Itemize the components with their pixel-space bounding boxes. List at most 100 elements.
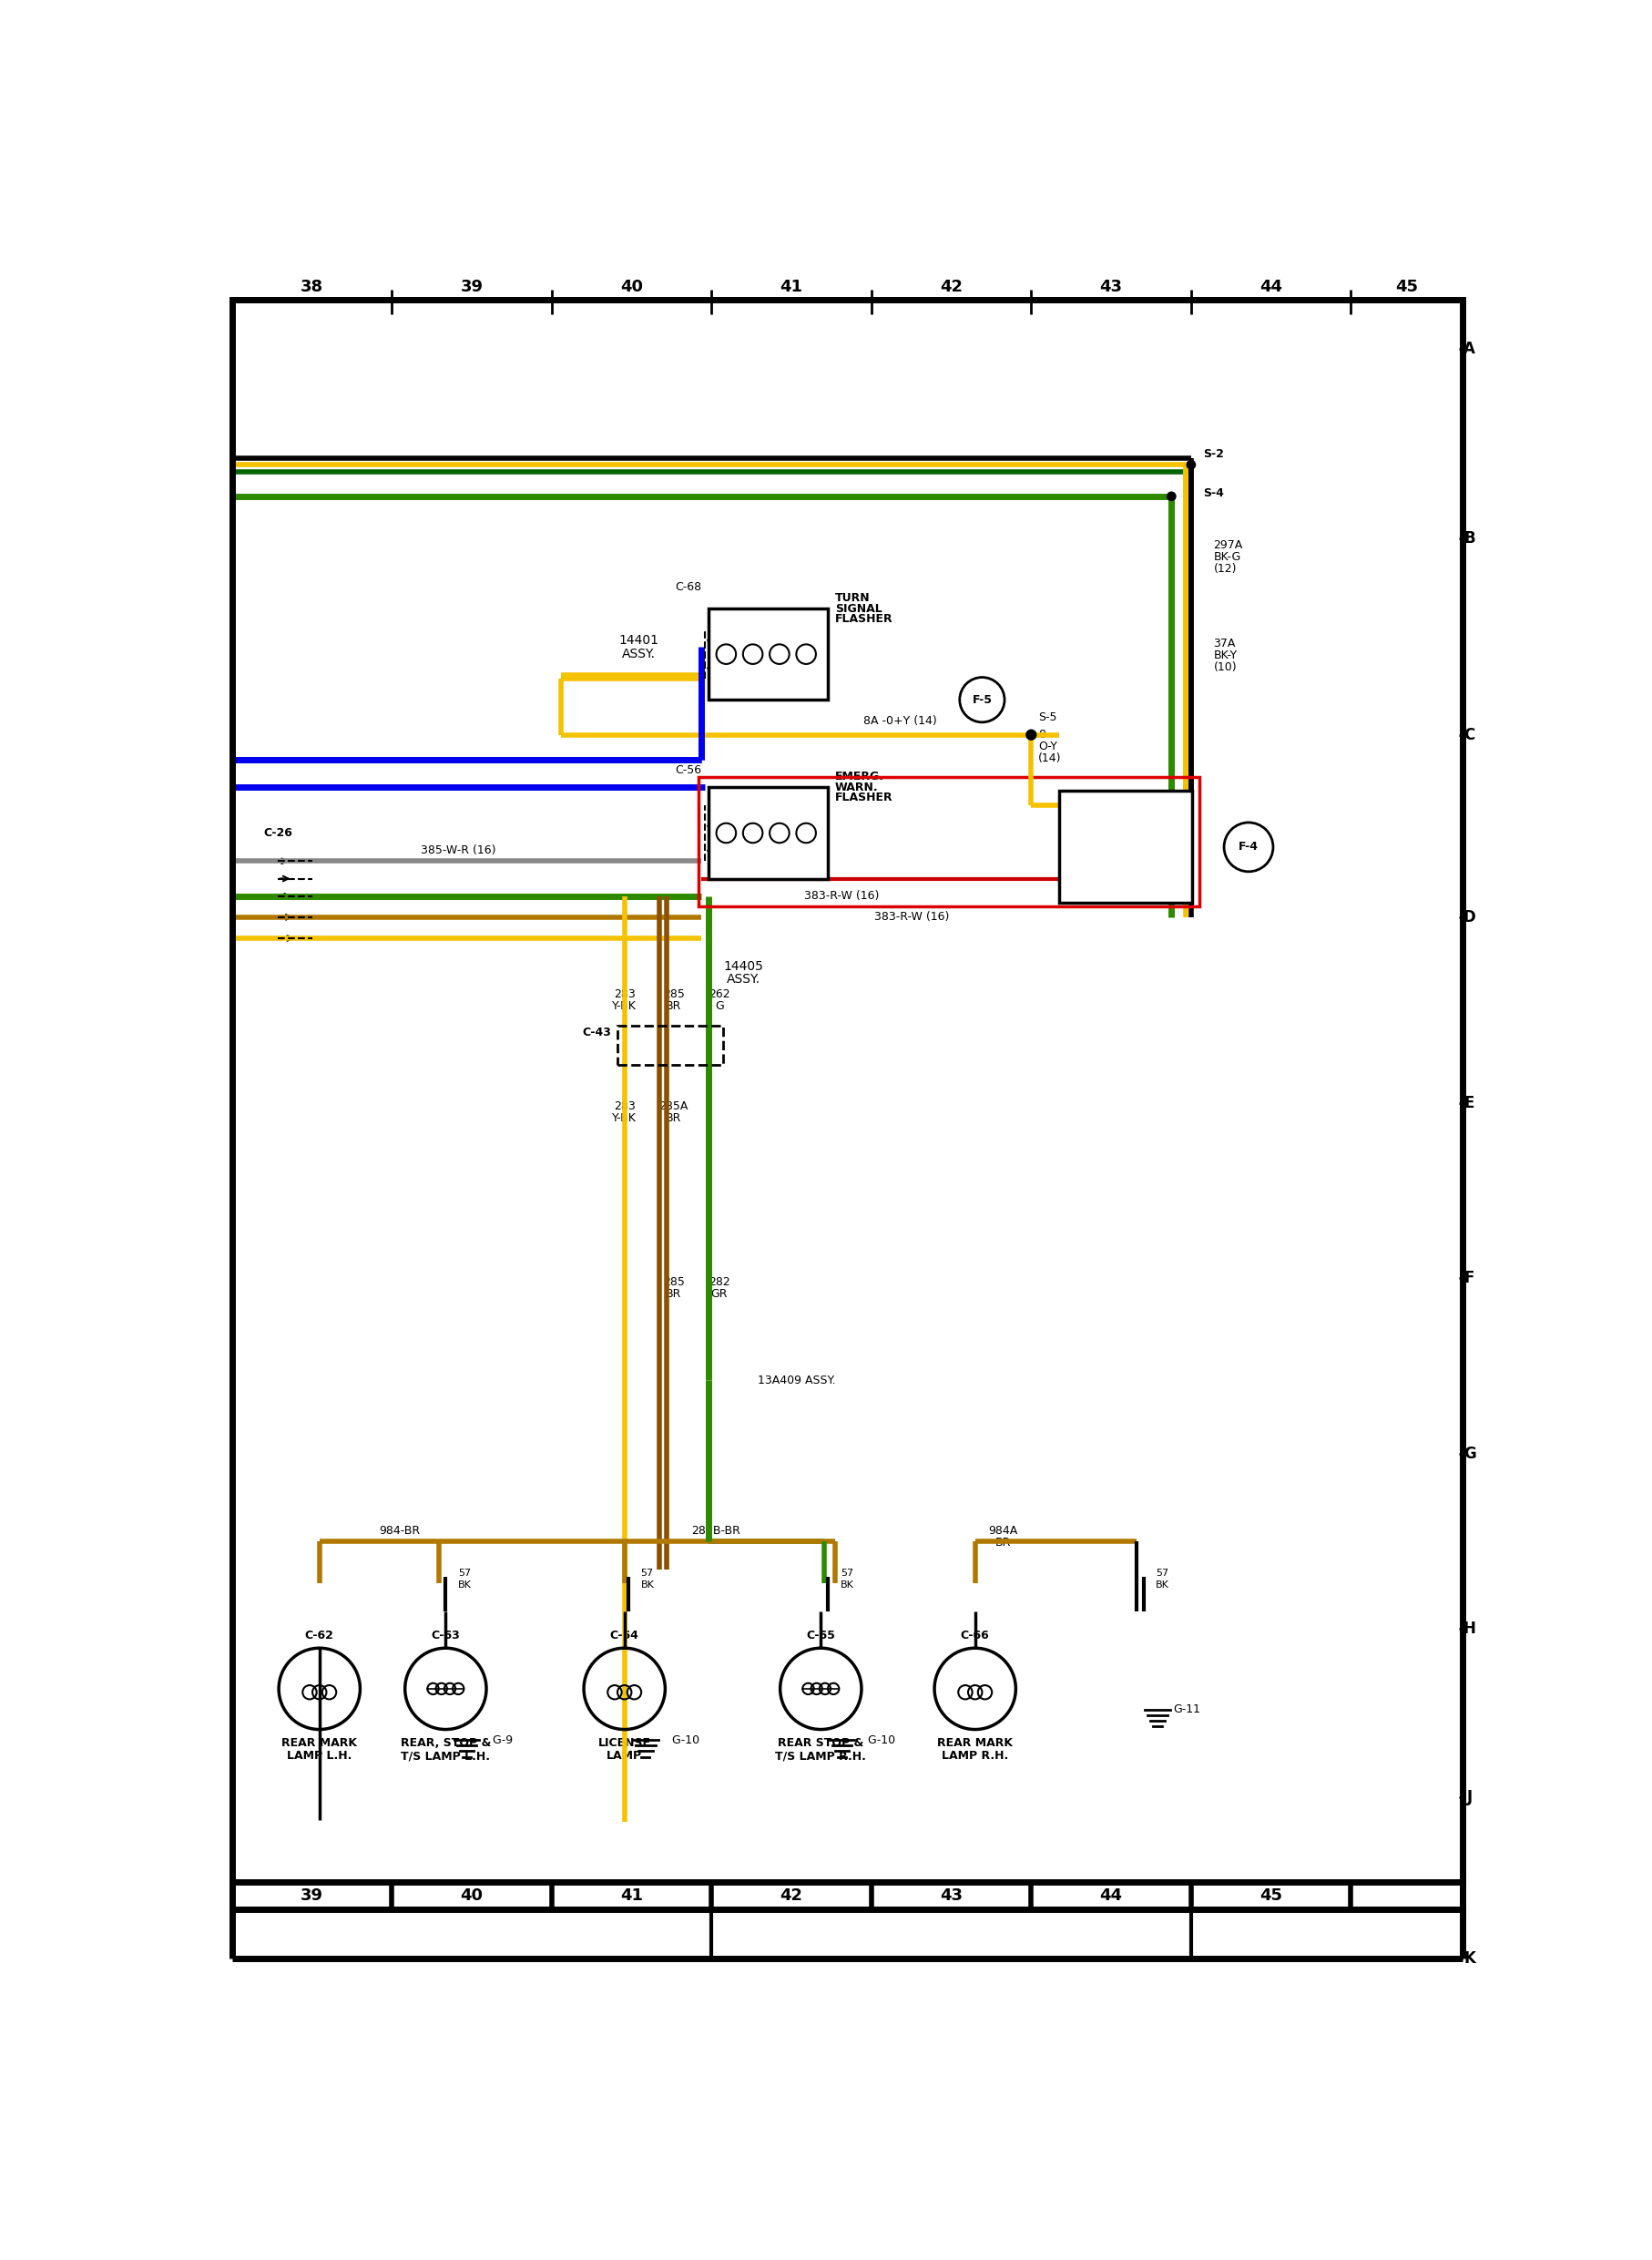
- Text: C-66: C-66: [960, 1629, 990, 1641]
- Text: ASSY.: ASSY.: [727, 972, 760, 985]
- Text: 39: 39: [459, 280, 482, 296]
- Text: LAMP R.H.: LAMP R.H.: [942, 1749, 1008, 1763]
- Text: BK: BK: [1155, 1580, 1170, 1589]
- Text: 13A409 ASSY.: 13A409 ASSY.: [757, 1374, 836, 1385]
- Text: C-62: C-62: [304, 1629, 334, 1641]
- Text: S-4: S-4: [1203, 486, 1222, 499]
- Text: 40: 40: [459, 1887, 482, 1903]
- Text: J: J: [1465, 1790, 1472, 1806]
- Text: 385-W-R (16): 385-W-R (16): [421, 845, 496, 857]
- Text: 42: 42: [940, 280, 961, 296]
- Text: 42: 42: [780, 1887, 803, 1903]
- Text: 20A: 20A: [1070, 820, 1090, 832]
- Text: REAR MARK: REAR MARK: [937, 1738, 1013, 1749]
- Text: 14405: 14405: [724, 960, 763, 972]
- Text: S-5: S-5: [1037, 712, 1056, 723]
- Text: 984A: 984A: [988, 1526, 1018, 1537]
- Text: 43: 43: [1099, 280, 1122, 296]
- Bar: [697, 777, 1199, 906]
- Text: 43: 43: [940, 1887, 961, 1903]
- Text: 297A: 297A: [1213, 540, 1242, 551]
- Text: PANEL: PANEL: [1100, 850, 1150, 863]
- Text: LAMP L.H.: LAMP L.H.: [287, 1749, 352, 1763]
- Circle shape: [1024, 730, 1036, 741]
- Text: BK-Y: BK-Y: [1213, 649, 1237, 662]
- Text: T/S LAMP L.H.: T/S LAMP L.H.: [401, 1749, 491, 1763]
- Text: 57: 57: [641, 1568, 653, 1577]
- Text: C-43: C-43: [582, 1026, 611, 1040]
- Text: REAR MARK: REAR MARK: [281, 1738, 357, 1749]
- Text: 285: 285: [662, 988, 684, 1001]
- Text: C-26: C-26: [263, 827, 292, 838]
- Circle shape: [1186, 459, 1196, 470]
- Circle shape: [1166, 490, 1176, 502]
- Text: 45: 45: [1394, 280, 1417, 296]
- Bar: [618, 1026, 722, 1064]
- Text: BR: BR: [666, 1288, 681, 1299]
- Text: F-5: F-5: [971, 694, 991, 705]
- Text: 14401: 14401: [618, 633, 657, 646]
- Text: F-4: F-4: [1237, 841, 1257, 852]
- Text: 41: 41: [620, 1887, 643, 1903]
- Text: LAMP: LAMP: [606, 1749, 643, 1763]
- Text: BR: BR: [666, 1112, 681, 1125]
- Text: (10): (10): [1213, 662, 1236, 673]
- Text: C-56: C-56: [674, 764, 700, 775]
- Text: 383-R-W (16): 383-R-W (16): [874, 911, 948, 922]
- Text: E: E: [1464, 1094, 1474, 1112]
- Bar: [710, 1910, 1191, 1959]
- Text: (12): (12): [1213, 563, 1236, 576]
- Text: BK: BK: [458, 1580, 471, 1589]
- Text: SIGNAL: SIGNAL: [834, 603, 882, 615]
- Text: REAR STOP &: REAR STOP &: [778, 1738, 864, 1749]
- Text: 57: 57: [458, 1568, 471, 1577]
- Bar: [709, 608, 828, 701]
- Text: 39: 39: [301, 1887, 322, 1903]
- Text: 262: 262: [709, 988, 730, 1001]
- Text: Y-BK: Y-BK: [611, 1001, 636, 1012]
- Text: 282: 282: [709, 1277, 730, 1288]
- Text: 383-R-W (16): 383-R-W (16): [805, 890, 879, 902]
- Bar: [709, 786, 828, 879]
- Text: C-64: C-64: [610, 1629, 639, 1641]
- Text: C-63: C-63: [431, 1629, 459, 1641]
- Text: 41: 41: [780, 280, 803, 296]
- Text: ASSY.: ASSY.: [621, 649, 654, 660]
- Text: LICENSE: LICENSE: [598, 1738, 651, 1749]
- Text: Y-BK: Y-BK: [611, 1112, 636, 1125]
- Text: 285A: 285A: [659, 1101, 687, 1112]
- Text: O-Y: O-Y: [1037, 741, 1057, 753]
- Text: 57: 57: [839, 1568, 852, 1577]
- Text: (14): (14): [1037, 753, 1061, 764]
- Text: 283: 283: [613, 1101, 634, 1112]
- Text: G-11: G-11: [1173, 1704, 1199, 1715]
- Text: C-68: C-68: [674, 581, 700, 594]
- Text: T/S LAMP R.H.: T/S LAMP R.H.: [775, 1749, 866, 1763]
- Text: WARN.: WARN.: [834, 782, 877, 793]
- Text: B: B: [1464, 531, 1474, 547]
- Text: BR: BR: [995, 1537, 1011, 1548]
- Text: EMERG.: EMERG.: [834, 771, 884, 782]
- Text: BR: BR: [666, 1001, 681, 1012]
- Text: 38: 38: [301, 280, 324, 296]
- Text: 285: 285: [662, 1277, 684, 1288]
- Text: FUSE: FUSE: [1105, 832, 1145, 845]
- Text: 8A -0+Y (14): 8A -0+Y (14): [862, 714, 937, 728]
- Text: G: G: [1462, 1446, 1475, 1462]
- Text: GR: GR: [710, 1288, 727, 1299]
- Text: D: D: [1462, 909, 1475, 924]
- Text: H: H: [1462, 1620, 1475, 1636]
- Text: BK-G: BK-G: [1213, 551, 1241, 563]
- Text: REAR, STOP &: REAR, STOP &: [400, 1738, 491, 1749]
- Bar: [1059, 791, 1191, 904]
- Text: A: A: [1462, 341, 1475, 357]
- Text: G-10: G-10: [661, 1733, 699, 1747]
- Text: BK: BK: [839, 1580, 854, 1589]
- Text: 14A: 14A: [1070, 800, 1090, 809]
- Text: 1972 BRONCO: 1972 BRONCO: [871, 1926, 1031, 1944]
- Text: G-10: G-10: [857, 1733, 895, 1747]
- Text: 285B-BR: 285B-BR: [691, 1526, 740, 1537]
- Text: BK: BK: [641, 1580, 654, 1589]
- Text: S-2: S-2: [1203, 447, 1222, 461]
- Text: TURN: TURN: [834, 592, 869, 603]
